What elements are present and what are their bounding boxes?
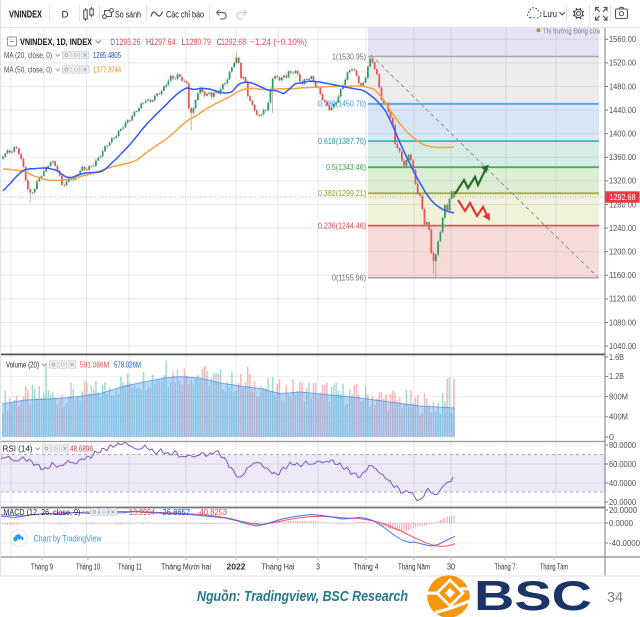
svg-text:1040.00: 1040.00 bbox=[609, 342, 637, 351]
svg-text:Tháng Hai: Tháng Hai bbox=[262, 562, 295, 572]
svg-text:20.0000: 20.0000 bbox=[609, 506, 638, 515]
svg-text:1360.00: 1360.00 bbox=[609, 153, 637, 162]
svg-text:MA (20, close, 0): MA (20, close, 0) bbox=[4, 51, 52, 60]
svg-text:0.382(1299.21): 0.382(1299.21) bbox=[318, 188, 366, 198]
svg-text:MA (50, close, 0): MA (50, close, 0) bbox=[4, 65, 52, 74]
svg-text:Tháng Mười hai: Tháng Mười hai bbox=[161, 562, 211, 572]
svg-text:Chart by TradingView: Chart by TradingView bbox=[34, 534, 102, 544]
svg-text:Thị trường Đóng cửa: Thị trường Đóng cửa bbox=[543, 26, 601, 35]
svg-text:1520.00: 1520.00 bbox=[609, 59, 637, 68]
svg-text:Tháng 4: Tháng 4 bbox=[354, 562, 379, 572]
svg-text:1120.00: 1120.00 bbox=[609, 295, 637, 304]
svg-text:VNINDEX: VNINDEX bbox=[9, 10, 42, 21]
svg-text:0.5(1343.46): 0.5(1343.46) bbox=[326, 162, 366, 172]
svg-text:Lưu: Lưu bbox=[543, 9, 557, 20]
svg-text:30: 30 bbox=[447, 562, 455, 572]
svg-text:40.0000: 40.0000 bbox=[609, 479, 637, 488]
svg-text:20.0000: 20.0000 bbox=[609, 498, 637, 507]
svg-text:80.0000: 80.0000 bbox=[609, 441, 637, 450]
svg-text:Tháng Năm: Tháng Năm bbox=[398, 562, 430, 572]
svg-text:2022: 2022 bbox=[227, 562, 246, 572]
svg-text:Tháng 7: Tháng 7 bbox=[495, 562, 516, 572]
svg-text:800M: 800M bbox=[609, 392, 628, 401]
svg-text:1080.00: 1080.00 bbox=[609, 318, 637, 327]
svg-text:578.026M: 578.026M bbox=[114, 360, 141, 369]
svg-text:1265.4805: 1265.4805 bbox=[93, 51, 122, 60]
svg-text:L: L bbox=[182, 37, 186, 47]
svg-text:Tháng 10: Tháng 10 bbox=[76, 562, 100, 572]
svg-text:Tháng Tám: Tháng Tám bbox=[540, 562, 568, 572]
svg-text:1293.26: 1293.26 bbox=[116, 37, 141, 47]
svg-text:-40.8253: -40.8253 bbox=[197, 508, 227, 517]
svg-text:0(1155.96): 0(1155.96) bbox=[332, 273, 366, 283]
svg-text:C: C bbox=[217, 37, 222, 47]
svg-text:1200.00: 1200.00 bbox=[609, 248, 637, 257]
svg-text:1280.00: 1280.00 bbox=[609, 200, 637, 209]
svg-text:60.0000: 60.0000 bbox=[609, 460, 637, 469]
svg-text:−1.24 (−0.10%): −1.24 (−0.10%) bbox=[250, 37, 307, 47]
svg-text:1240.00: 1240.00 bbox=[609, 224, 637, 233]
svg-text:0.786(1450.70): 0.786(1450.70) bbox=[318, 99, 366, 109]
svg-text:1292.68: 1292.68 bbox=[610, 192, 636, 202]
svg-text:H: H bbox=[146, 37, 151, 47]
svg-text:D: D bbox=[62, 10, 69, 21]
svg-text:1.6B: 1.6B bbox=[609, 353, 624, 362]
svg-text:1377.3744: 1377.3744 bbox=[93, 65, 122, 74]
svg-text:1280.79: 1280.79 bbox=[186, 37, 211, 47]
svg-text:1400.00: 1400.00 bbox=[609, 130, 637, 139]
svg-text:13.9994: 13.9994 bbox=[129, 508, 156, 517]
svg-text:591.086M: 591.086M bbox=[80, 360, 109, 369]
svg-text:1440.00: 1440.00 bbox=[609, 106, 637, 115]
svg-text:3: 3 bbox=[316, 562, 320, 572]
svg-text:Volume (20): Volume (20) bbox=[6, 360, 39, 369]
svg-text:1(1530.95): 1(1530.95) bbox=[332, 51, 366, 61]
svg-text:MACD (12, 26, close, 9): MACD (12, 26, close, 9) bbox=[3, 508, 80, 517]
svg-text:1160.00: 1160.00 bbox=[609, 271, 637, 280]
svg-text:0.0000: 0.0000 bbox=[609, 519, 634, 528]
svg-text:-40.0000: -40.0000 bbox=[609, 539, 640, 548]
svg-text:400M: 400M bbox=[609, 413, 628, 422]
svg-text:VNINDEX, 1D, INDEX: VNINDEX, 1D, INDEX bbox=[20, 37, 93, 47]
svg-text:Các chỉ báo: Các chỉ báo bbox=[166, 10, 204, 21]
svg-text:BSC: BSC bbox=[474, 572, 592, 617]
svg-text:1560.00: 1560.00 bbox=[609, 35, 637, 44]
svg-text:0.236(1244.46): 0.236(1244.46) bbox=[318, 220, 366, 230]
svg-text:RSI (14): RSI (14) bbox=[3, 444, 33, 453]
svg-text:Tháng 11: Tháng 11 bbox=[118, 562, 142, 572]
svg-text:So sánh: So sánh bbox=[115, 10, 141, 21]
svg-text:1297.64: 1297.64 bbox=[151, 37, 176, 47]
svg-text:-26.8657: -26.8657 bbox=[160, 508, 190, 517]
svg-text:Nguồn: Tradingview, BSC Resear: Nguồn: Tradingview, BSC Research bbox=[197, 589, 408, 605]
svg-text:1292.68: 1292.68 bbox=[221, 37, 246, 47]
svg-text:1.2B: 1.2B bbox=[609, 372, 624, 381]
svg-text:0.618(1387.70): 0.618(1387.70) bbox=[318, 136, 366, 146]
svg-text:0: 0 bbox=[609, 433, 615, 442]
svg-text:1320.00: 1320.00 bbox=[609, 177, 637, 186]
svg-text:O: O bbox=[111, 37, 116, 47]
svg-text:34: 34 bbox=[607, 589, 623, 606]
svg-text:48.6896: 48.6896 bbox=[70, 444, 93, 453]
svg-text:1480.00: 1480.00 bbox=[609, 82, 637, 91]
svg-text:Tháng 9: Tháng 9 bbox=[31, 562, 53, 572]
